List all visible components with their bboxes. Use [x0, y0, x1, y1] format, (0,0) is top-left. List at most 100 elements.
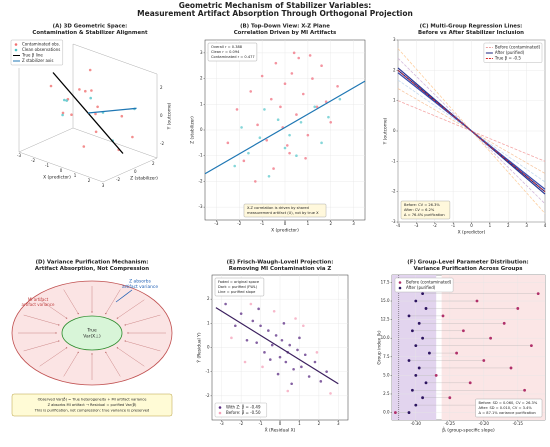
x-tick-label: 2 — [329, 221, 332, 226]
x-axis-label: X (predictor) — [458, 230, 486, 236]
x-tick-label: 0 — [60, 168, 63, 173]
inner-label: Var(X⊥) — [83, 334, 101, 340]
x-tick-label: 3 — [337, 421, 340, 426]
legend-label: Before (contaminated) — [495, 45, 541, 50]
panel-title: (D) Variance Purification Mechanism: — [36, 260, 149, 266]
text-box-line: Line = purified slope — [218, 290, 256, 294]
y-tick-label: -2 — [392, 189, 396, 194]
legend-box — [483, 42, 543, 63]
y-tick-label: -2 — [199, 178, 203, 183]
group-dot — [417, 321, 421, 325]
y-tick-label: 1 — [200, 101, 203, 106]
data-point — [319, 380, 323, 383]
text-box — [207, 42, 258, 62]
data-point — [247, 151, 250, 155]
y-tick-label: -1 — [199, 153, 203, 158]
band — [441, 275, 545, 420]
data-point — [249, 90, 253, 93]
x-tick-label: 3 — [102, 183, 105, 188]
x-tick-label: -2 — [433, 223, 437, 228]
y-tick-label: 3 — [393, 37, 396, 42]
text-box-line: Δ = 76.4% purification — [404, 213, 445, 217]
y-tick-label: 2 — [207, 296, 210, 301]
data-point — [294, 317, 297, 320]
data-point — [224, 302, 227, 306]
group-dot — [421, 292, 424, 295]
z-tick-label: 0 — [134, 169, 137, 174]
y-tick-label: 12.5 — [381, 317, 390, 322]
arrow-head — [124, 340, 126, 342]
legend-label: Before: β̂ = -0.50 — [226, 410, 261, 415]
arrow-head — [127, 332, 129, 334]
fit-line — [215, 307, 339, 385]
panel-title: Contamination & Stabilizer Alignment — [32, 30, 148, 36]
regression-line — [397, 57, 546, 205]
y-tick-label: -3 — [392, 219, 396, 224]
data-point — [233, 164, 237, 168]
legend-label: With Z: β̂ = -0.49 — [226, 405, 261, 410]
y-tick-label: -2 — [206, 393, 210, 398]
x-tick-label: -0.15 — [513, 421, 524, 426]
group-dot — [536, 292, 540, 295]
data-point — [324, 100, 328, 104]
data-point — [255, 341, 258, 344]
absorb-label: Z absorbs — [129, 279, 151, 285]
absorption-arrows — [18, 286, 166, 380]
group-dot — [407, 411, 411, 414]
x-tick-label: -1 — [45, 163, 49, 168]
diagram-d: (D) Variance Purification Mechanism: Art… — [11, 260, 173, 417]
x-axis-label: X (predictor) — [43, 175, 71, 181]
y-tick-label: 17.5 — [381, 279, 390, 284]
data-point — [96, 105, 99, 109]
group-dot — [468, 381, 472, 385]
data-point — [296, 348, 299, 352]
panel-title: (F) Group-Level Parameter Distribution: — [407, 260, 528, 266]
x-axis-label: X̃ (Residual X) — [265, 427, 296, 434]
data-point — [288, 343, 292, 347]
group-dot — [462, 329, 465, 333]
arrow-head — [105, 312, 107, 315]
data-point — [336, 84, 339, 88]
legend-marker — [218, 406, 222, 409]
panel-title: Before vs After Stabilizer Inclusion — [418, 30, 524, 36]
data-point — [267, 174, 271, 178]
data-point — [259, 324, 262, 328]
data-point — [120, 114, 124, 118]
explanation-text: Observed Var(β̂) = True heterogeneity + … — [38, 397, 148, 402]
data-point — [230, 336, 233, 340]
data-point — [239, 312, 243, 315]
data-point — [276, 118, 280, 122]
x-tick-label: -3 — [414, 223, 418, 228]
group-dot — [523, 388, 526, 392]
data-point — [313, 105, 317, 109]
y-tick-label: -3 — [199, 204, 203, 209]
legend-label: Clean observations — [22, 47, 60, 52]
data-point — [78, 88, 81, 91]
data-point — [303, 353, 307, 357]
panel-title: (E) Frisch-Waugh-Lovell Projection: — [227, 260, 334, 266]
data-point — [292, 51, 296, 55]
data-point — [235, 108, 239, 111]
group-dot — [475, 299, 479, 303]
data-point — [329, 120, 333, 124]
figure-title: Measurement Artifact Absorption Through … — [137, 9, 413, 18]
y-axis-label: Ỹ (Residual Y) — [196, 332, 203, 363]
data-point — [269, 97, 273, 101]
x-tick-label: 2 — [507, 223, 510, 228]
explanation-text: This is purification, not compression: t… — [34, 409, 150, 413]
x-tick-label: -2 — [31, 158, 35, 163]
data-point — [300, 365, 303, 369]
x-tick-label: 0 — [470, 223, 473, 228]
data-point — [297, 56, 301, 60]
arrow-head — [58, 340, 60, 342]
data-point — [315, 351, 319, 354]
text-box-line: Δ = 87.1% variance purification — [479, 411, 536, 415]
box-edge — [18, 127, 74, 153]
legend-marker — [14, 43, 18, 46]
data-point — [272, 167, 275, 170]
x-axis-label: X (predictor) — [271, 228, 299, 234]
text-box-line: After: CV = 6.2% — [404, 208, 435, 212]
panel-title: (B) Top-Down View: X-Z Plane — [240, 24, 330, 30]
data-point — [338, 97, 342, 101]
arrow-head — [124, 324, 126, 326]
